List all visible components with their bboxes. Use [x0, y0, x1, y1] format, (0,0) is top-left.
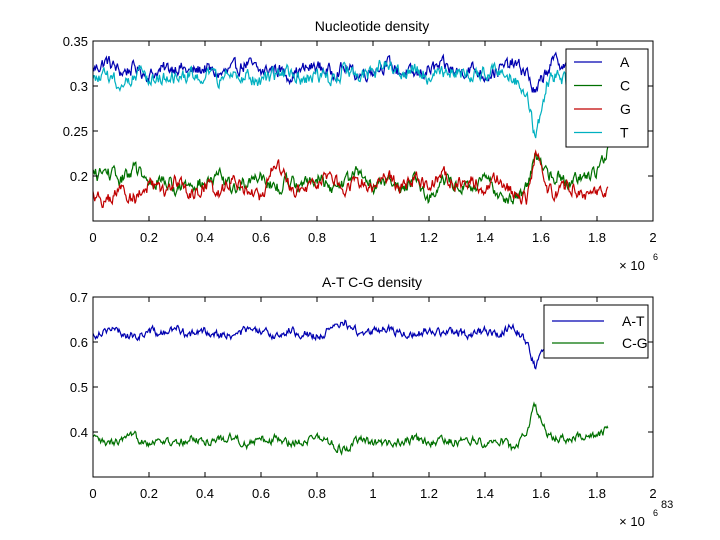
x-tick-label: 1.6: [532, 230, 550, 245]
legend-label-a: A: [620, 54, 630, 70]
series-line-a-t: [93, 319, 609, 370]
x-multiplier: × 10: [619, 258, 645, 273]
nucleotide-density-chart: Nucleotide density 0 0.2 0.4 0.6 0.8 1 1.2 1.4 1…: [63, 18, 658, 273]
series-group: [93, 319, 609, 456]
plot-area: 0 0.2 0.4 0.6 0.8 1 1.2 1.4 1.6 1.8 2 0.4 0.5 0.6 0.7 ×…: [70, 290, 658, 529]
x-tick-label: 1.2: [420, 230, 438, 245]
series-line-c: [93, 146, 609, 205]
legend-label-t: T: [620, 125, 629, 141]
x-tick-label: 1.6: [532, 486, 550, 501]
y-tick-label: 0.2: [70, 169, 88, 184]
x-tick-label: 0: [89, 230, 96, 245]
x-tick-label: 0.6: [252, 486, 270, 501]
x-tick-label: 0.2: [140, 230, 158, 245]
x-tick-label: 1: [369, 230, 376, 245]
x-tick-label: 0.2: [140, 486, 158, 501]
series-group: [93, 51, 609, 209]
legend: A-T C-G: [543, 304, 649, 359]
x-tick-label: 1.2: [420, 486, 438, 501]
page-number: 83: [661, 499, 674, 511]
legend-label-c: C: [620, 78, 630, 94]
y-tick-label: 0.3: [70, 79, 88, 94]
x-tick-label: 1.8: [588, 486, 606, 501]
y-tick-label: 0.35: [63, 34, 88, 49]
x-tick-label: 0: [89, 486, 96, 501]
x-multiplier-exponent: 6: [653, 252, 658, 262]
legend-box: [543, 304, 649, 359]
series-line-a: [93, 51, 609, 93]
legend-label-a-t: A-T: [622, 313, 645, 329]
x-tick-label: 0.6: [252, 230, 270, 245]
x-multiplier-exponent: 6: [653, 508, 658, 518]
y-tick-label: 0.6: [70, 335, 88, 350]
x-tick-label: 1.8: [588, 230, 606, 245]
x-tick-label: 1.4: [476, 230, 494, 245]
y-tick-label: 0.7: [70, 290, 88, 305]
legend-label-g: G: [620, 101, 631, 117]
x-tick-label: 0.4: [196, 486, 214, 501]
series-line-t: [93, 59, 598, 139]
x-multiplier: × 10: [619, 514, 645, 529]
plot-area: 0 0.2 0.4 0.6 0.8 1 1.2 1.4 1.6 1.8 2 0.2 0.25 0.3 0.3…: [63, 34, 658, 273]
x-tick-label: 2: [649, 486, 656, 501]
x-tick-label: 1: [369, 486, 376, 501]
x-tick-label: 0.8: [308, 486, 326, 501]
chart-title: A-T C-G density: [322, 274, 422, 290]
x-tick-label: 0.4: [196, 230, 214, 245]
chart-title: Nucleotide density: [315, 18, 429, 34]
y-tick-label: 0.4: [70, 425, 88, 440]
x-tick-label: 1.4: [476, 486, 494, 501]
series-line-c-g: [93, 401, 609, 456]
legend-label-c-g: C-G: [622, 335, 648, 351]
x-tick-label: 0.8: [308, 230, 326, 245]
series-line-g: [93, 149, 609, 209]
x-tick-label: 2: [649, 230, 656, 245]
legend-box: [565, 48, 649, 148]
at-cg-density-chart: A-T C-G density 0 0.2 0.4 0.6 0.8 1 1.2 1.4 1.6 1…: [70, 274, 658, 529]
y-tick-label: 0.25: [63, 124, 88, 139]
y-tick-label: 0.5: [70, 380, 88, 395]
